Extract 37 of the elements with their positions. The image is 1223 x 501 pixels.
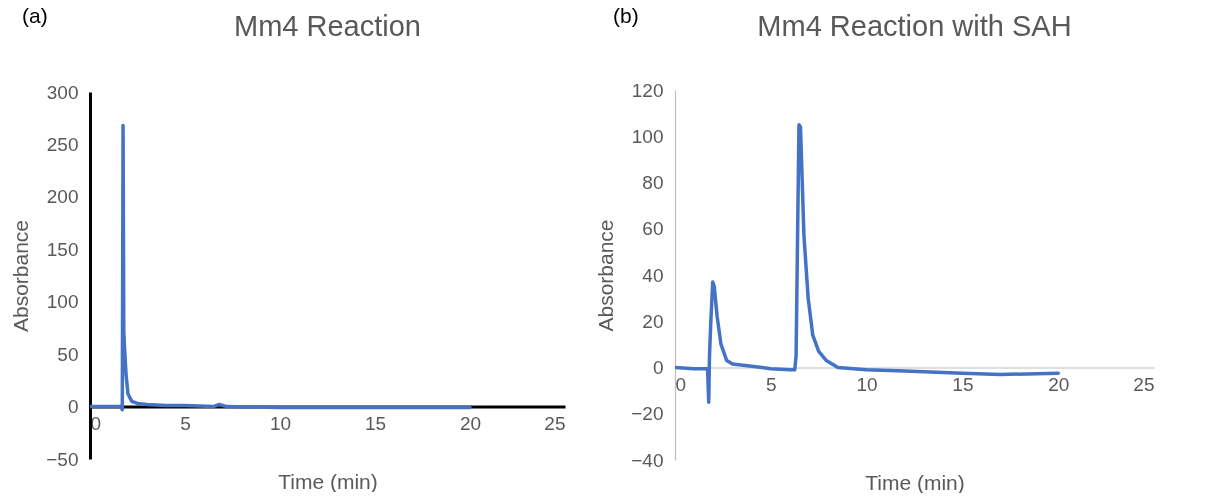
text: (a) [22,4,48,27]
x-tick-label: 20 [459,413,482,435]
y-tick-label: 150 [46,238,79,260]
y-tick-label: 40 [642,264,664,286]
y-tick-label: 80 [642,172,664,193]
x-tick-label: 10 [856,374,878,395]
x-tick-label: 10 [269,413,292,435]
y-tick-label: 60 [642,218,664,240]
text: (b) [613,4,639,27]
chart-title: Mm4 Reaction with SAH [757,10,1072,42]
y-tick-label: 50 [57,343,79,365]
x-tick-label: 25 [544,413,566,435]
y-tick-label: 300 [46,81,79,103]
y-tick-label: −20 [631,403,664,425]
y-axis-title: Absorbance [9,219,33,333]
y-tick-label: 200 [46,186,79,208]
y-tick-label: 100 [46,291,79,313]
x-tick-label: 5 [180,413,191,435]
x-tick-label: 25 [1133,374,1155,395]
x-tick-label: 0 [675,374,687,395]
y-tick-label: 120 [631,79,664,101]
line-series [90,123,472,412]
y-tick-label: 20 [642,310,664,332]
y-tick-label: 250 [46,133,79,155]
y-tick-label: 0 [67,396,79,418]
y-tick-label: −40 [631,449,664,471]
x-tick-label: 5 [766,374,777,395]
y-tick-label: −50 [46,448,79,470]
x-tick-label: 20 [1048,374,1070,395]
y-tick-label: 100 [631,125,664,147]
x-tick-label: 15 [364,413,387,435]
y-tick-label: 0 [652,357,664,378]
x-axis-title: Time (min) [278,469,378,493]
x-axis-title: Time (min) [865,470,965,494]
chart-title: Mm4 Reaction [234,10,421,42]
x-tick-label: 15 [952,374,974,395]
y-axis-title: Absorbance [594,219,618,332]
